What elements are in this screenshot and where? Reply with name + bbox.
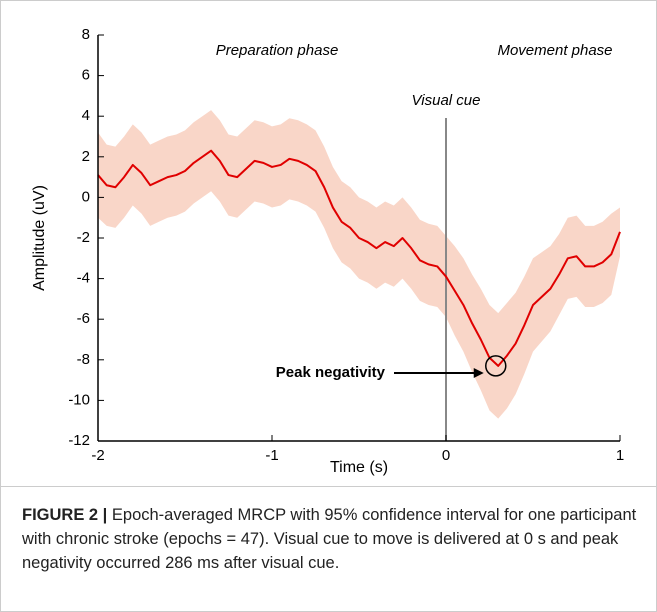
confidence-band xyxy=(98,110,620,419)
x-axis-label: Time (s) xyxy=(330,459,388,476)
x-tick-label: 0 xyxy=(442,447,450,464)
caption-label: FIGURE 2 | xyxy=(22,506,108,524)
annotation: Movement phase xyxy=(497,42,612,59)
peak-marker xyxy=(485,355,507,377)
x-tick-label: -2 xyxy=(91,447,104,464)
caption: FIGURE 2 | Epoch-averaged MRCP with 95% … xyxy=(22,503,637,575)
annotation: Preparation phase xyxy=(216,42,339,59)
caption-text: Epoch-averaged MRCP with 95% confidence … xyxy=(22,506,637,572)
y-tick-label: 8 xyxy=(82,26,90,43)
y-tick-label: 4 xyxy=(82,107,90,124)
y-tick-label: -8 xyxy=(77,351,90,368)
x-tick-label: 1 xyxy=(616,447,624,464)
y-tick-label: -2 xyxy=(77,229,90,246)
y-tick-label: -12 xyxy=(68,432,90,449)
mean-line xyxy=(97,149,621,367)
annotation: Visual cue xyxy=(412,92,481,109)
y-axis-label: Amplitude (uV) xyxy=(31,185,48,291)
y-tick-label: 2 xyxy=(82,148,90,165)
arrow-head xyxy=(473,368,484,378)
y-tick-label: 6 xyxy=(82,67,90,84)
y-tick-label: -6 xyxy=(77,310,90,327)
y-tick-label: 0 xyxy=(82,188,90,205)
y-tick-label: -4 xyxy=(77,270,90,287)
y-tick-label: -10 xyxy=(68,391,90,408)
x-tick-label: -1 xyxy=(265,447,278,464)
annotation: Peak negativity xyxy=(276,364,386,381)
